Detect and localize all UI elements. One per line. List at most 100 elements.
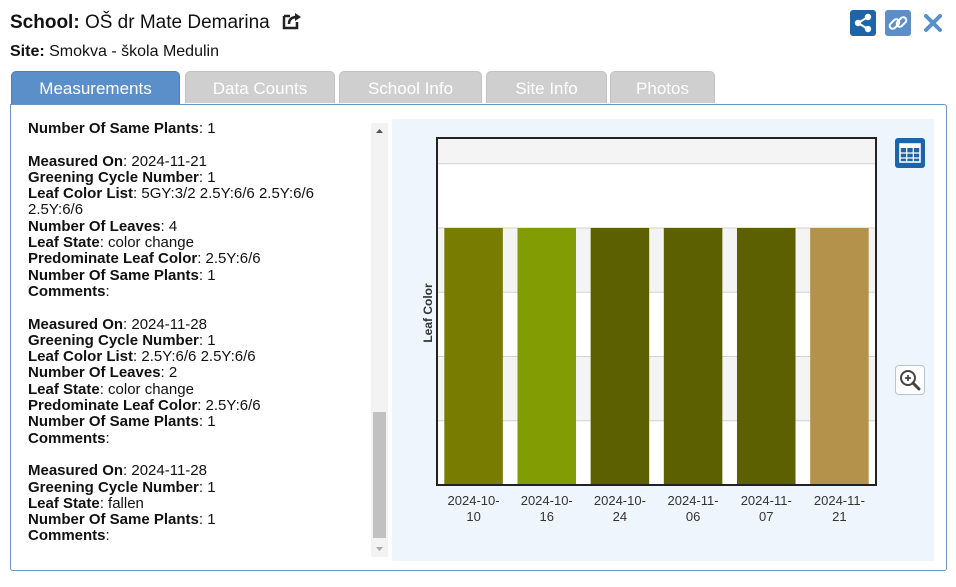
field-value: : 5GY:3/2 2.5Y:6/6 2.5Y:6/6 2.5Y:6/6: [28, 185, 314, 219]
x-tick-label-line: 2024-10-: [448, 493, 500, 508]
scrollbar-thumb[interactable]: [373, 412, 386, 538]
list-scrollbar[interactable]: [371, 123, 388, 557]
x-tick-label-line: 2024-10-: [521, 493, 573, 508]
field-value: : 4: [160, 217, 178, 235]
field-label: Measured On: [28, 315, 124, 333]
tab-data-counts[interactable]: Data Counts: [185, 71, 335, 103]
field-value: : 1: [198, 331, 216, 349]
field-label: Number Of Leaves: [28, 364, 161, 382]
list-item: Measured On: 2024-11-28 Greening Cycle N…: [28, 315, 373, 447]
x-tick-label-line: 10: [466, 509, 480, 524]
field-label: Measured On: [28, 462, 124, 480]
measurement-row: Leaf State: fallen: [28, 494, 373, 512]
scroll-up-icon[interactable]: [371, 123, 388, 140]
field-value: : 2.5Y:6/6: [197, 397, 261, 415]
field-label: Greening Cycle Number: [28, 331, 199, 349]
grid-band: [437, 356, 876, 421]
field-label: Greening Cycle Number: [28, 168, 199, 186]
measurement-row: Measured On: 2024-11-28: [28, 463, 373, 479]
plot-background: [437, 138, 876, 485]
grid-band: [437, 138, 876, 164]
field-label: Greening Cycle Number: [28, 478, 199, 496]
tab-school-info[interactable]: School Info: [339, 71, 482, 103]
field-value: : 2.5Y:6/6 2.5Y:6/6: [133, 348, 256, 366]
list-item: Measured On: 2024-11-28 Greening Cycle N…: [28, 463, 373, 544]
field-value: :: [105, 282, 110, 300]
measurement-row: Measured On: 2024-11-21: [28, 153, 373, 170]
bar-2024-11-21[interactable]: [810, 227, 869, 485]
link-icon: [885, 10, 911, 36]
close-button[interactable]: [920, 10, 946, 36]
bar-2024-11-07[interactable]: [736, 227, 796, 485]
measurement-row: Number Of Leaves: 4: [28, 217, 373, 235]
tab-measurements[interactable]: Measurements: [11, 71, 180, 105]
grid-band: [437, 227, 876, 293]
field-value: : 2.5Y:6/6: [197, 250, 261, 268]
field-value: : 1: [198, 266, 216, 284]
x-tick-label-line: 2024-10-: [594, 493, 646, 508]
field-label: Predominate Leaf Color: [28, 250, 198, 268]
zoom-in-button[interactable]: [895, 365, 925, 395]
measurement-row: Greening Cycle Number: 1: [28, 478, 373, 496]
measurement-list: Number Of Same Plants: 1 Measured On: 20…: [28, 120, 373, 561]
measurement-row: Comments:: [28, 429, 373, 447]
x-tick-labels: 2024-10-102024-10-162024-10-242024-11-06…: [448, 493, 865, 524]
plot-frame: [436, 137, 877, 486]
field-label: Leaf Color List: [28, 185, 134, 203]
field-value: : 2024-11-28: [123, 315, 207, 333]
measurement-row: Measured On: 2024-11-28: [28, 315, 373, 333]
field-label: Number Of Leaves: [28, 217, 161, 235]
bar-group: [444, 227, 869, 485]
measurement-row: Number Of Leaves: 2: [28, 365, 373, 381]
measurement-row: Number Of Same Plants: 1: [28, 511, 373, 529]
measurement-row: Greening Cycle Number: 1: [28, 168, 373, 186]
field-label: Comments: [28, 527, 106, 545]
bar-2024-11-06[interactable]: [663, 227, 723, 485]
site-label: Site:: [10, 43, 45, 60]
field-value: : 2024-11-28: [123, 462, 207, 480]
field-label: Predominate Leaf Color: [28, 397, 198, 415]
field-label: Comments: [28, 429, 106, 447]
field-value: : 1: [198, 511, 216, 529]
x-tick-label-line: 06: [686, 509, 700, 524]
share-button[interactable]: [850, 10, 876, 36]
measurement-row: Number Of Same Plants: 1: [28, 266, 373, 284]
bar-2024-10-16[interactable]: [517, 227, 577, 485]
leaf-color-chart: Leaf Color 2024-10-10 2024-10-16 2024-10-2…: [392, 119, 934, 561]
measurement-row: Comments:: [28, 528, 373, 544]
list-item: Measured On: 2024-11-21 Greening Cycle N…: [28, 153, 373, 301]
x-tick-label-line: 2024-11-: [814, 493, 865, 508]
link-button[interactable]: [885, 10, 911, 36]
table-icon: [899, 143, 921, 163]
measurement-row: Leaf Color List: 5GY:3/2 2.5Y:6/6 2.5Y:6…: [28, 185, 373, 219]
zoom-in-icon: [900, 370, 921, 391]
x-tick-label-line: 24: [613, 509, 627, 524]
chart-svg: Leaf Color 2024-10-102024-10-162024-10-2…: [421, 137, 877, 524]
tab-site-info[interactable]: Site Info: [486, 71, 607, 103]
scroll-down-icon[interactable]: [371, 540, 388, 557]
measurement-row: Predominate Leaf Color: 2.5Y:6/6: [28, 397, 373, 415]
x-tick-label: 2024-11-06: [668, 493, 719, 524]
field-label: Number Of Same Plants: [28, 120, 199, 137]
table-view-button[interactable]: [895, 138, 925, 168]
external-link-icon[interactable]: [281, 10, 303, 36]
field-value: : 1: [198, 413, 216, 431]
field-value: :: [105, 527, 110, 545]
bar-2024-10-24[interactable]: [590, 227, 650, 485]
measurement-row: Number Of Same Plants: 1: [28, 120, 373, 137]
x-tick-label: 2024-10-16: [521, 493, 573, 524]
x-tick-label: 2024-10-10: [448, 493, 500, 524]
x-tick-label-line: 16: [540, 509, 554, 524]
field-value: : color change: [99, 380, 194, 398]
x-tick-label-line: 2024-11-: [741, 493, 792, 508]
tab-photos[interactable]: Photos: [610, 71, 715, 103]
measurement-row: Comments:: [28, 282, 373, 300]
x-tick-label: 2024-10-24: [594, 493, 646, 524]
school-header: School: OŠ dr Mate Demarina: [10, 10, 303, 36]
bar-2024-10-10[interactable]: [444, 227, 503, 485]
field-value: : fallen: [99, 494, 144, 512]
y-axis-label: Leaf Color: [421, 283, 435, 343]
measurements-panel: Number Of Same Plants: 1 Measured On: 20…: [10, 104, 947, 571]
measurement-row: Leaf Color List: 2.5Y:6/6 2.5Y:6/6: [28, 349, 373, 365]
field-label: Number Of Same Plants: [28, 413, 199, 431]
